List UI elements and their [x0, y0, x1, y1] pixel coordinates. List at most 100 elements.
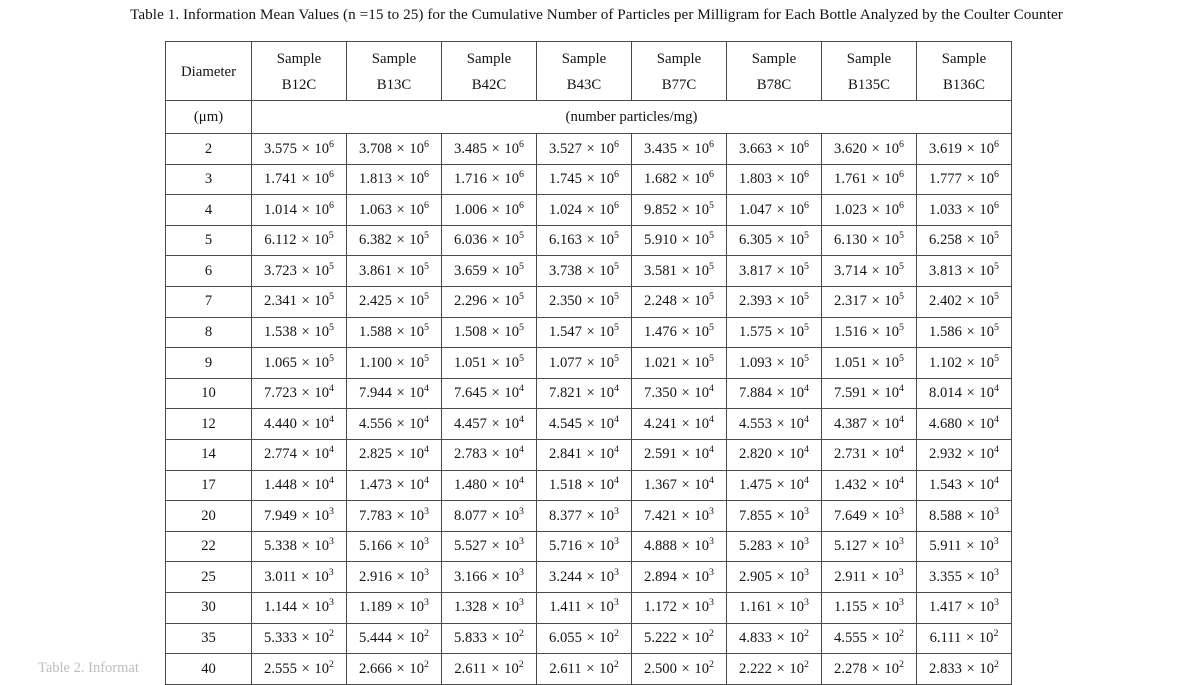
cell-value: 7.855 × 103 [726, 500, 822, 532]
value-mantissa: 1.516 [834, 324, 867, 341]
value-exponent: 2 [329, 658, 334, 670]
table-caption: Table 1. Information Mean Values (n =15 … [130, 6, 1063, 23]
value-exponent: 5 [519, 322, 524, 334]
cell-value: 1.065 × 105 [251, 347, 347, 379]
cell-value: 1.741 × 106 [251, 163, 347, 196]
column-header-sample-b43c: Sample B43C [536, 41, 632, 101]
cell-value: 2.402 × 105 [916, 285, 1012, 318]
value-base: 10 [884, 171, 899, 188]
column-header-sample-b12c: Sample B12C [251, 41, 347, 101]
cell-diameter: 5 [165, 224, 252, 257]
value-mantissa: 1.745 [549, 171, 582, 188]
value-base: 10 [884, 232, 899, 249]
value-base: 10 [504, 446, 519, 463]
multiplication-sign: × [962, 507, 979, 524]
multiplication-sign: × [582, 354, 599, 371]
value-base: 10 [789, 599, 804, 616]
value-base: 10 [694, 538, 709, 555]
cell-value: 1.328 × 103 [441, 591, 537, 624]
value-exponent: 3 [899, 505, 904, 517]
cell-value: 1.777 × 106 [916, 163, 1012, 196]
value-base: 10 [694, 354, 709, 371]
value-exponent: 4 [614, 383, 619, 395]
multiplication-sign: × [677, 477, 694, 494]
multiplication-sign: × [772, 477, 789, 494]
value-mantissa: 4.680 [929, 415, 962, 432]
cell-value: 4.555 × 102 [821, 622, 917, 655]
value-base: 10 [599, 201, 614, 218]
cell-value: 3.861 × 105 [346, 255, 442, 287]
value-mantissa: 4.545 [549, 415, 582, 432]
cell-value: 2.296 × 105 [441, 285, 537, 318]
value-base: 10 [884, 354, 899, 371]
value-exponent: 3 [328, 566, 334, 578]
value-exponent: 5 [519, 291, 524, 303]
value-base: 10 [694, 201, 709, 218]
value-base: 10 [694, 385, 709, 402]
value-base: 10 [694, 477, 709, 494]
value-base: 10 [314, 293, 329, 310]
cell-diameter: 22 [165, 530, 252, 563]
value-base: 10 [314, 324, 329, 341]
cell-value: 7.821 × 104 [536, 377, 632, 410]
multiplication-sign: × [297, 568, 314, 585]
value-base: 10 [979, 171, 994, 188]
value-mantissa: 5.127 [834, 538, 867, 555]
value-exponent: 5 [899, 261, 904, 273]
value-exponent: 2 [424, 658, 429, 670]
value-exponent: 6 [994, 199, 999, 211]
value-base: 10 [409, 660, 424, 677]
value-base: 10 [599, 385, 614, 402]
value-exponent: 5 [804, 261, 809, 273]
multiplication-sign: × [962, 660, 979, 677]
multiplication-sign: × [487, 568, 504, 585]
value-base: 10 [504, 507, 519, 524]
multiplication-sign: × [867, 354, 884, 371]
value-exponent: 6 [519, 169, 524, 181]
multiplication-sign: × [297, 232, 314, 249]
value-mantissa: 3.813 [929, 262, 962, 279]
cell-value: 1.063 × 106 [346, 194, 442, 226]
value-mantissa: 1.093 [739, 354, 772, 371]
value-base: 10 [979, 477, 994, 494]
value-mantissa: 4.457 [454, 415, 487, 432]
value-mantissa: 8.588 [929, 507, 962, 524]
value-mantissa: 1.051 [454, 354, 487, 371]
value-exponent: 3 [519, 536, 524, 548]
value-mantissa: 2.317 [834, 293, 867, 310]
cell-value: 7.944 × 104 [346, 377, 442, 410]
value-exponent: 4 [709, 444, 714, 456]
value-exponent: 5 [899, 291, 904, 303]
cell-value: 1.745 × 106 [536, 163, 632, 196]
multiplication-sign: × [867, 415, 884, 432]
multiplication-sign: × [392, 201, 409, 218]
value-base: 10 [789, 201, 804, 218]
cell-value: 3.708 × 106 [346, 133, 442, 165]
value-mantissa: 2.393 [739, 293, 772, 310]
value-mantissa: 1.473 [359, 477, 392, 494]
value-exponent: 3 [709, 536, 714, 548]
value-mantissa: 1.432 [834, 477, 867, 494]
value-base: 10 [599, 140, 614, 157]
value-exponent: 6 [329, 199, 334, 211]
cell-value: 6.055 × 102 [536, 622, 632, 655]
value-mantissa: 1.189 [359, 599, 392, 616]
value-mantissa: 1.065 [264, 354, 297, 371]
value-base: 10 [884, 385, 899, 402]
value-mantissa: 2.341 [264, 293, 297, 310]
value-exponent: 4 [614, 475, 619, 487]
value-mantissa: 1.063 [359, 201, 392, 218]
value-mantissa: 4.387 [834, 415, 867, 432]
value-base: 10 [599, 354, 614, 371]
value-base: 10 [599, 660, 614, 677]
multiplication-sign: × [772, 599, 789, 616]
value-mantissa: 3.166 [454, 568, 487, 585]
table-row: 7 2.341 × 105 2.425 × 105 2.296 × 105 2.350 … [165, 285, 1012, 318]
multiplication-sign: × [772, 538, 789, 555]
multiplication-sign: × [867, 171, 884, 188]
value-exponent: 4 [519, 383, 524, 395]
multiplication-sign: × [392, 140, 409, 157]
cell-value: 1.006 × 106 [441, 194, 537, 226]
multiplication-sign: × [297, 660, 314, 677]
